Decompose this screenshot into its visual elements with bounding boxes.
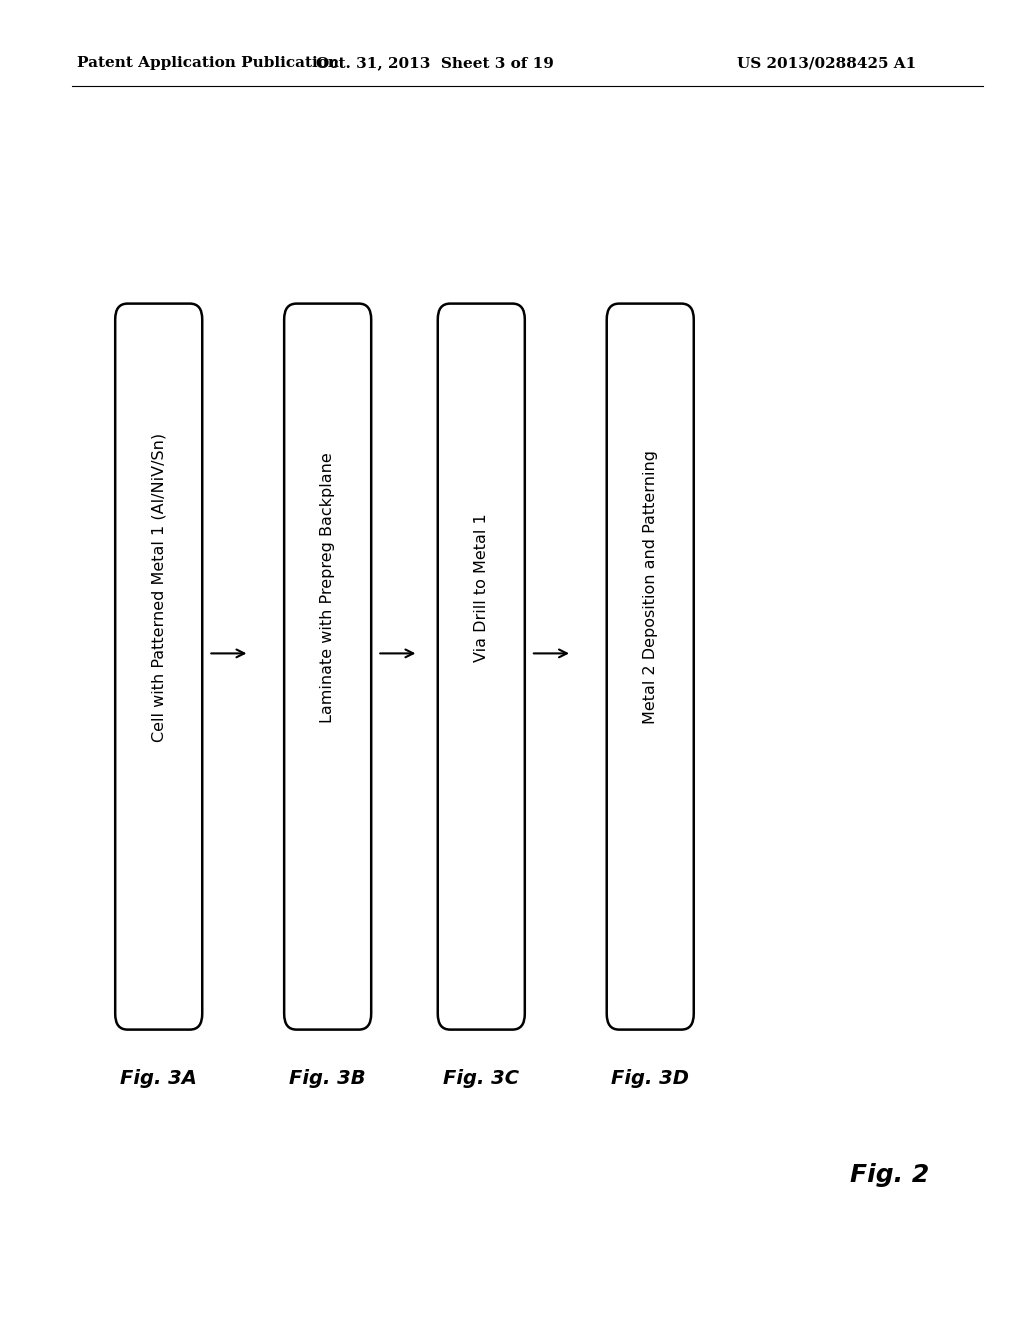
FancyBboxPatch shape bbox=[285, 304, 372, 1030]
Text: Metal 2 Deposition and Patterning: Metal 2 Deposition and Patterning bbox=[643, 450, 657, 725]
Text: Via Drill to Metal 1: Via Drill to Metal 1 bbox=[474, 513, 488, 661]
FancyBboxPatch shape bbox=[115, 304, 203, 1030]
Text: Fig. 3B: Fig. 3B bbox=[290, 1069, 366, 1088]
Text: Laminate with Prepreg Backplane: Laminate with Prepreg Backplane bbox=[321, 451, 335, 723]
Text: Fig. 3D: Fig. 3D bbox=[611, 1069, 689, 1088]
FancyBboxPatch shape bbox=[606, 304, 694, 1030]
FancyBboxPatch shape bbox=[438, 304, 524, 1030]
Text: Fig. 3A: Fig. 3A bbox=[120, 1069, 198, 1088]
Text: US 2013/0288425 A1: US 2013/0288425 A1 bbox=[737, 57, 916, 70]
Text: Cell with Patterned Metal 1 (Al/NiV/Sn): Cell with Patterned Metal 1 (Al/NiV/Sn) bbox=[152, 433, 166, 742]
Text: Patent Application Publication: Patent Application Publication bbox=[77, 57, 339, 70]
Text: Oct. 31, 2013  Sheet 3 of 19: Oct. 31, 2013 Sheet 3 of 19 bbox=[316, 57, 554, 70]
Text: Fig. 2: Fig. 2 bbox=[850, 1163, 929, 1187]
Text: Fig. 3C: Fig. 3C bbox=[443, 1069, 519, 1088]
